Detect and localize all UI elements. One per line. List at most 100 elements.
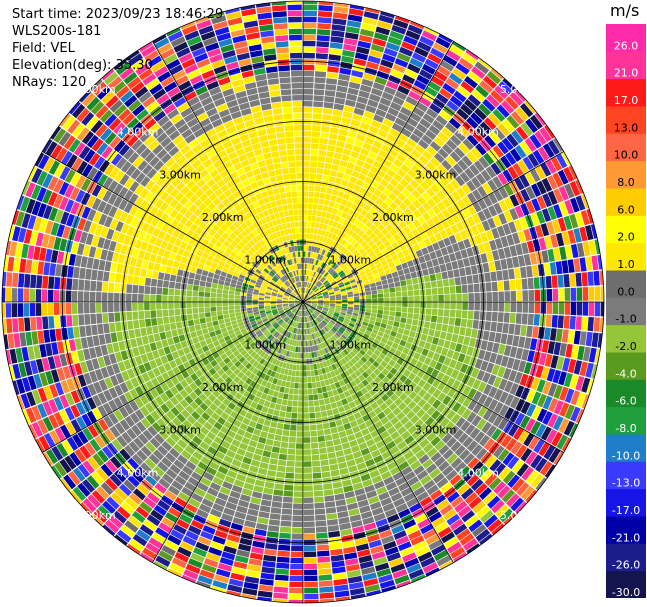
velocity-gate [391, 241, 399, 249]
velocity-gate [253, 428, 262, 436]
velocity-gate [536, 379, 546, 393]
velocity-gate [304, 275, 306, 281]
velocity-gate [363, 264, 370, 271]
velocity-gate [382, 333, 390, 340]
velocity-gate [171, 557, 187, 569]
velocity-gate [360, 324, 368, 330]
velocity-gate [204, 297, 210, 302]
velocity-gate [366, 258, 373, 265]
velocity-gate [322, 279, 328, 284]
velocity-gate [403, 122, 416, 133]
velocity-gate [457, 159, 469, 171]
velocity-gate [381, 219, 390, 228]
velocity-gate [449, 252, 457, 262]
velocity-gate [35, 289, 42, 302]
velocity-gate [480, 340, 488, 351]
velocity-gate [319, 405, 326, 412]
velocity-gate [161, 339, 169, 348]
velocity-gate [329, 320, 336, 325]
velocity-gate [346, 564, 360, 572]
velocity-gate [263, 419, 272, 427]
velocity-gate [338, 516, 350, 525]
velocity-gate [323, 256, 329, 263]
velocity-gate [441, 432, 453, 444]
velocity-gate [526, 470, 539, 485]
velocity-gate [384, 297, 390, 302]
velocity-gate [434, 456, 446, 468]
velocity-gate [231, 439, 241, 448]
velocity-gate [240, 462, 250, 471]
velocity-gate [365, 7, 380, 14]
velocity-gate [334, 394, 341, 402]
velocity-gate [340, 351, 347, 358]
velocity-gate [381, 318, 388, 325]
velocity-gate [303, 263, 305, 269]
velocity-gate [314, 288, 319, 293]
velocity-gate [320, 132, 329, 139]
velocity-gate [384, 302, 390, 307]
velocity-gate [504, 291, 511, 302]
velocity-gate [331, 335, 337, 342]
velocity-gate [144, 302, 150, 311]
velocity-gate [320, 410, 328, 418]
velocity-gate [406, 231, 415, 240]
velocity-gate [498, 291, 505, 302]
velocity-gate [546, 302, 553, 314]
velocity-gate [541, 208, 552, 222]
velocity-gate [450, 224, 459, 234]
velocity-gate [364, 212, 373, 220]
velocity-gate [337, 281, 344, 286]
velocity-gate [451, 260, 459, 270]
velocity-gate [338, 128, 349, 137]
velocity-gate [468, 496, 482, 509]
velocity-gate [553, 204, 563, 219]
velocity-gate [397, 269, 405, 276]
velocity-gate [534, 289, 541, 301]
velocity-gate [418, 139, 429, 150]
velocity-gate [424, 281, 432, 289]
velocity-gate [72, 278, 79, 291]
velocity-gate [343, 279, 350, 284]
velocity-gate [356, 46, 370, 55]
velocity-gate [503, 312, 510, 323]
velocity-gate [316, 247, 321, 254]
velocity-gate [561, 329, 569, 343]
velocity-gate [416, 369, 425, 379]
velocity-gate [401, 262, 409, 269]
velocity-gate [236, 549, 250, 558]
velocity-gate [140, 327, 147, 337]
velocity-gate [404, 323, 412, 331]
velocity-gate [310, 149, 319, 156]
velocity-gate [289, 581, 303, 588]
velocity-gate [115, 322, 122, 332]
velocity-gate [408, 265, 416, 273]
velocity-gate [209, 508, 223, 518]
velocity-gate [363, 204, 372, 212]
velocity-gate [91, 324, 98, 336]
velocity-gate [29, 288, 36, 302]
velocity-gate [407, 260, 414, 268]
velocity-gate [524, 171, 536, 185]
velocity-gate [557, 217, 567, 232]
velocity-gate [336, 505, 348, 513]
velocity-gate [435, 323, 443, 331]
velocity-gate [156, 287, 163, 295]
velocity-gate [409, 330, 416, 338]
velocity-gate [514, 177, 525, 191]
velocity-gate [305, 303, 310, 308]
velocity-gate [311, 297, 317, 300]
velocity-gate [222, 298, 228, 302]
velocity-gate [25, 331, 33, 346]
velocity-gate [317, 29, 331, 36]
velocity-gate [467, 399, 478, 411]
velocity-gate [454, 445, 466, 457]
velocity-gate [451, 190, 462, 202]
velocity-gate [450, 457, 463, 469]
velocity-gate [460, 344, 469, 355]
velocity-gate [309, 276, 313, 283]
velocity-gate [389, 128, 400, 138]
velocity-gate [343, 403, 351, 411]
velocity-gate [303, 10, 317, 17]
velocity-gate [382, 314, 389, 320]
velocity-gate [500, 236, 509, 248]
